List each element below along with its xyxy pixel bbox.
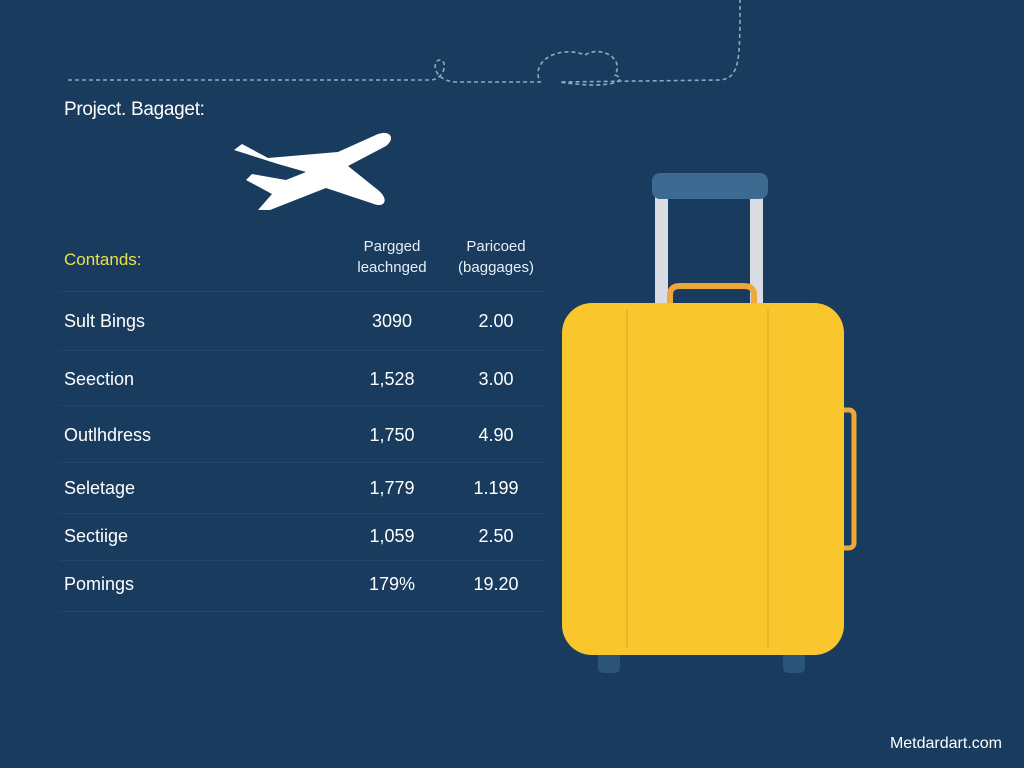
page-title: Project. Bagaget: [64, 99, 205, 120]
table-header-label: Contands: [64, 250, 142, 269]
divider [60, 560, 546, 561]
row-label: Outlhdress [64, 425, 152, 445]
column-header-line: Paricoed [466, 238, 526, 255]
row-label: Sult Bings [64, 311, 146, 331]
table-row: Seletage 1,779 1.199 [58, 474, 546, 504]
row-value-1: 1,059 [369, 526, 415, 546]
row-value-2: 2.00 [478, 311, 514, 331]
table-row: Seection 1,528 3.00 [58, 365, 546, 395]
table-row: Sectiige 1,059 2.50 [58, 522, 546, 552]
row-value-2: 3.00 [478, 369, 514, 389]
row-value-2: 2.50 [478, 526, 514, 546]
row-label: Sectiige [64, 526, 129, 546]
row-value-2: 19.20 [473, 574, 519, 594]
row-label: Seletage [64, 478, 136, 498]
footer-brand: Metdardart.com [889, 735, 1002, 752]
row-label: Seection [64, 369, 135, 389]
row-value-2: 1.199 [473, 478, 519, 498]
divider [60, 291, 546, 292]
row-value-1: 1,779 [369, 478, 415, 498]
row-value-1: 3090 [371, 311, 413, 331]
table-row: Sult Bings 3090 2.00 [58, 307, 546, 337]
column-header-line: Pargged [363, 238, 421, 255]
divider [60, 350, 546, 351]
airplane-icon [234, 132, 392, 210]
divider [60, 462, 546, 463]
column-header-line: (baggages) [458, 259, 534, 276]
row-value-1: 179% [368, 574, 416, 594]
table-row: Outlhdress 1,750 4.90 [58, 421, 546, 451]
column-header: Pargged leachnged [342, 236, 442, 278]
row-label: Pomings [64, 574, 135, 594]
divider [60, 611, 546, 612]
table-row: Pomings 179% 19.20 [58, 570, 546, 600]
divider [60, 513, 546, 514]
row-value-1: 1,750 [369, 425, 415, 445]
divider [60, 405, 546, 406]
suitcase-icon [562, 173, 857, 673]
row-value-1: 1,528 [369, 369, 415, 389]
column-header-line: leachnged [357, 259, 427, 276]
row-value-2: 4.90 [478, 425, 514, 445]
column-header: Paricoed (baggages) [446, 236, 546, 278]
